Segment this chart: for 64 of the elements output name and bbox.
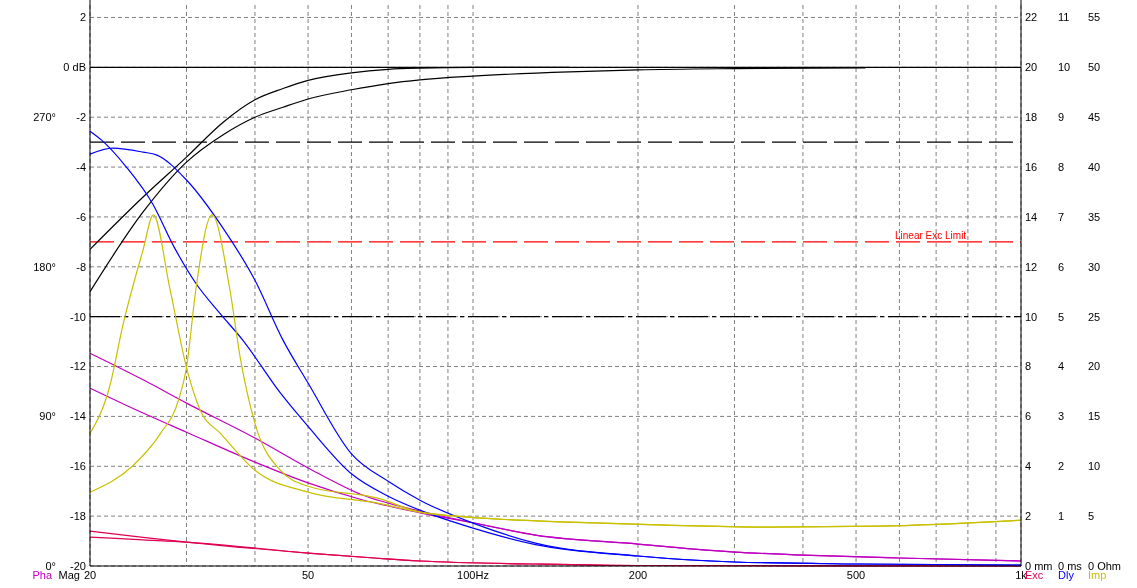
- text: 0 ms: [1058, 559, 1083, 572]
- y3-tick-label: 20: [1025, 61, 1038, 74]
- y3-tick-label: 6: [1025, 410, 1032, 423]
- y-tick-label: -16: [70, 460, 86, 473]
- text: 2: [1058, 460, 1065, 473]
- text: 40: [1088, 160, 1101, 173]
- text: 6: [1058, 260, 1065, 273]
- y3-tick-label: 4: [1025, 460, 1032, 473]
- text: 15: [1088, 410, 1101, 423]
- text: 11: [1058, 11, 1070, 24]
- text: Imp: [1088, 569, 1107, 581]
- text: 50: [1088, 61, 1101, 74]
- text: 10: [1058, 61, 1071, 74]
- y-tick-label: 0 dB: [63, 61, 86, 74]
- y-axis-title: Mag: [58, 569, 80, 581]
- text: 10: [1088, 460, 1101, 473]
- text: 7: [1058, 210, 1065, 223]
- y3-tick-label: 14: [1025, 210, 1038, 223]
- y3-axis-title: Exc: [1025, 569, 1044, 581]
- y2-tick-label: 0°: [45, 559, 56, 572]
- y-tick-label: -12: [70, 360, 86, 373]
- text: 35: [1088, 210, 1101, 223]
- text: 0 Ohm: [1088, 559, 1122, 572]
- y3-tick-label: 8: [1025, 360, 1032, 373]
- x-tick-label: 500: [846, 569, 866, 581]
- y-tick-label: -6: [76, 210, 86, 223]
- y2-axis-title: Pha: [32, 569, 53, 581]
- y3-tick-label: 18: [1025, 111, 1038, 124]
- y3-tick-label: 16: [1025, 160, 1038, 173]
- y2-tick-label: 90°: [39, 410, 56, 423]
- y-tick-label: -2: [76, 111, 86, 124]
- y-tick-label: 2: [79, 11, 86, 24]
- text: 4: [1058, 360, 1065, 373]
- y-tick-label: -20: [70, 559, 86, 572]
- x-tick-label: 20: [83, 569, 97, 581]
- x-tick-label: 1k: [1015, 569, 1028, 581]
- y-tick-label: -4: [76, 160, 86, 173]
- text: 9: [1058, 111, 1065, 124]
- y2-tick-label: 270°: [33, 111, 56, 124]
- y-tick-label: -10: [70, 310, 86, 323]
- y3-tick-label: 2: [1025, 509, 1032, 522]
- text: Dly: [1058, 569, 1075, 581]
- ref-line-label: Linear Exc Limit: [895, 229, 967, 241]
- text: 5: [1088, 509, 1095, 522]
- text: 8: [1058, 160, 1065, 173]
- x-tick-label: 200: [628, 569, 648, 581]
- x-tick-label: 100Hz: [457, 569, 489, 581]
- text: 3: [1058, 410, 1065, 423]
- text: 20: [1088, 360, 1101, 373]
- y3-tick-label: 12: [1025, 260, 1038, 273]
- y-tick-label: -8: [76, 260, 86, 273]
- text: 55: [1088, 11, 1101, 24]
- text: 30: [1088, 260, 1101, 273]
- text: 25: [1088, 310, 1101, 323]
- y-tick-label: -18: [70, 509, 86, 522]
- y2-tick-label: 180°: [33, 260, 56, 273]
- text: 45: [1088, 111, 1101, 124]
- y3-tick-label: 0 mm: [1025, 559, 1053, 572]
- y3-tick-label: 10: [1025, 310, 1038, 323]
- y-tick-label: -14: [70, 410, 86, 423]
- text: 1: [1058, 509, 1065, 522]
- text: 5: [1058, 310, 1065, 323]
- y3-tick-label: 22: [1025, 11, 1038, 24]
- x-tick-label: 50: [301, 569, 315, 581]
